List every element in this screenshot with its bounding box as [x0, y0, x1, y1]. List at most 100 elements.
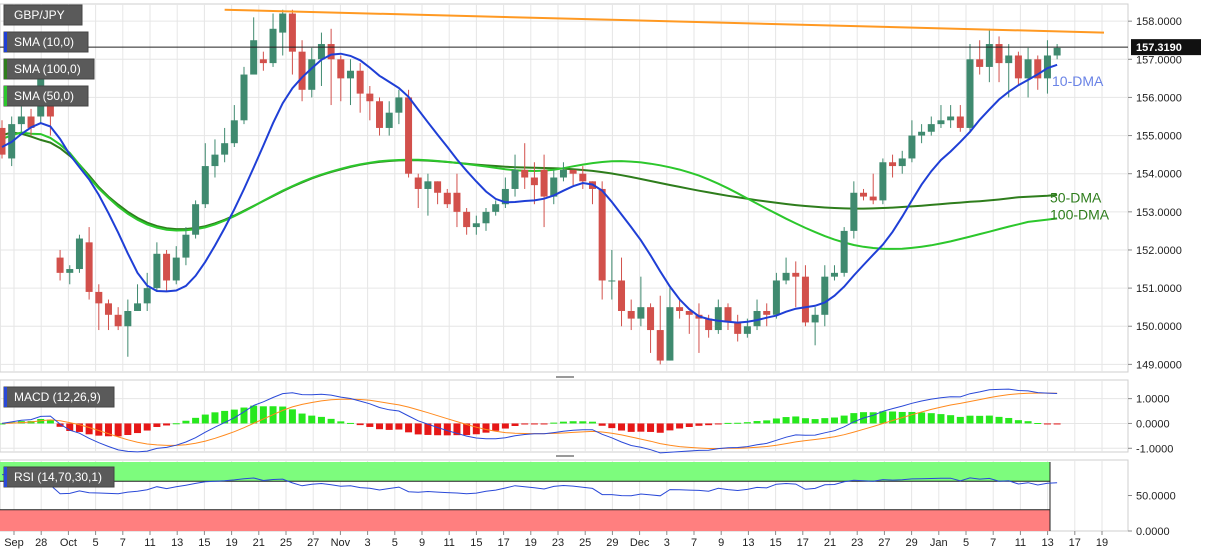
macd-histogram-bar	[821, 418, 829, 424]
price-tick-label: 154.0000	[1136, 169, 1182, 181]
macd-tick-label: 0.0000	[1136, 418, 1170, 430]
candle-body	[405, 97, 413, 174]
macd-histogram-bar	[608, 423, 616, 429]
candle-body	[724, 307, 732, 323]
candle-body	[85, 242, 93, 292]
candle-body	[772, 280, 780, 315]
date-tick-label: 19	[1096, 537, 1108, 549]
date-tick-label: 21	[253, 537, 265, 549]
sma100-line	[1, 131, 1058, 231]
date-tick-label: 7	[990, 537, 996, 549]
candle-body	[569, 169, 577, 174]
candle-body	[618, 280, 626, 311]
macd-histogram-bar	[114, 423, 122, 437]
indicator-sma100-text: SMA (100,0)	[14, 62, 81, 76]
date-tick-label: 25	[579, 537, 591, 549]
date-tick-label: 5	[963, 537, 969, 549]
macd-histogram-bar	[918, 412, 926, 424]
macd-histogram-bar	[472, 423, 480, 435]
macd-label-text: MACD (12,26,9)	[14, 390, 101, 404]
candle-body	[1005, 55, 1013, 64]
date-tick-label: 13	[1041, 537, 1053, 549]
date-tick-label: 7	[691, 537, 697, 549]
date-tick-label: 15	[470, 537, 482, 549]
date-tick-label: 19	[225, 537, 237, 549]
rsi-tick-label: 50.0000	[1136, 491, 1176, 503]
annotation-50-dma: 50-DMA	[1050, 189, 1102, 205]
macd-histogram-bar	[385, 423, 393, 430]
splitter-handle	[556, 376, 574, 378]
macd-histogram-bar	[424, 423, 432, 435]
candle-body	[705, 318, 713, 331]
candle-body	[143, 288, 151, 304]
date-tick-label: Jan	[930, 537, 948, 549]
candle-body	[453, 192, 461, 212]
date-tick-label: 19	[525, 537, 537, 549]
macd-histogram-bar	[250, 405, 258, 424]
date-tick-label: 11	[1015, 537, 1026, 549]
candle-body	[676, 307, 684, 311]
rsi-oversold-zone	[0, 509, 1050, 531]
macd-histogram-bar	[1024, 421, 1032, 424]
price-tick-label: 153.0000	[1136, 207, 1182, 219]
price-panel	[0, 8, 1128, 365]
candle-body	[95, 291, 103, 304]
macd-histogram-bar	[317, 416, 325, 424]
macd-histogram-bar	[656, 423, 664, 433]
date-tick-label: Oct	[60, 537, 77, 549]
date-tick-label: 23	[851, 537, 863, 549]
date-tick-label: 5	[392, 537, 398, 549]
candle-body	[472, 223, 480, 228]
macd-histogram-bar	[482, 423, 490, 433]
indicator-sma100-accent	[4, 59, 7, 79]
macd-histogram-bar	[288, 409, 296, 424]
candle-body	[134, 303, 142, 311]
candle-body	[259, 59, 267, 64]
rsi-line	[2, 474, 1058, 497]
candle-body	[869, 196, 877, 201]
date-tick-label: 9	[718, 537, 724, 549]
date-tick-label: 15	[198, 537, 210, 549]
date-tick-label: 27	[307, 537, 319, 549]
date-tick-label: 11	[144, 537, 155, 549]
candle-body	[192, 204, 200, 235]
macd-histogram-bar	[724, 422, 732, 424]
macd-histogram-bar	[540, 423, 548, 425]
macd-histogram-bar	[772, 418, 780, 424]
macd-histogram-bar	[792, 416, 800, 424]
candle-body	[927, 124, 935, 132]
candle-body	[830, 272, 838, 277]
macd-histogram-bar	[395, 423, 403, 430]
candle-body	[75, 238, 83, 270]
macd-histogram-bar	[66, 423, 74, 431]
macd-histogram-bar	[550, 422, 558, 424]
candle-body	[337, 59, 345, 79]
candle-body	[56, 257, 64, 273]
candle-body	[172, 257, 180, 281]
date-tick-label: 29	[905, 537, 917, 549]
panel-frame-1	[0, 3, 1129, 373]
macd-histogram-bar	[192, 417, 200, 424]
date-tick-label: 28	[35, 537, 47, 549]
macd-histogram-bar	[588, 421, 596, 424]
macd-histogram-bar	[666, 423, 674, 431]
macd-panel	[0, 388, 1061, 454]
candle-body	[985, 44, 993, 67]
macd-histogram-bar	[85, 423, 93, 435]
candle-body	[608, 280, 616, 282]
rsi-label-accent	[4, 467, 7, 487]
candle-body	[346, 70, 354, 79]
candle-body	[501, 188, 509, 205]
price-tick-label: 151.0000	[1136, 283, 1182, 295]
candle-body	[714, 307, 722, 331]
rsi-label: RSI (14,70,30,1)	[3, 466, 115, 488]
macd-histogram-bar	[221, 410, 229, 424]
macd-histogram-bar	[627, 423, 635, 432]
macd-histogram-bar	[453, 423, 461, 436]
candle-body	[811, 314, 819, 323]
candle-body	[627, 310, 635, 319]
date-tick-label: 3	[664, 537, 670, 549]
macd-histogram-bar	[618, 423, 626, 431]
candle-body	[947, 116, 955, 121]
candle-body	[66, 269, 74, 273]
